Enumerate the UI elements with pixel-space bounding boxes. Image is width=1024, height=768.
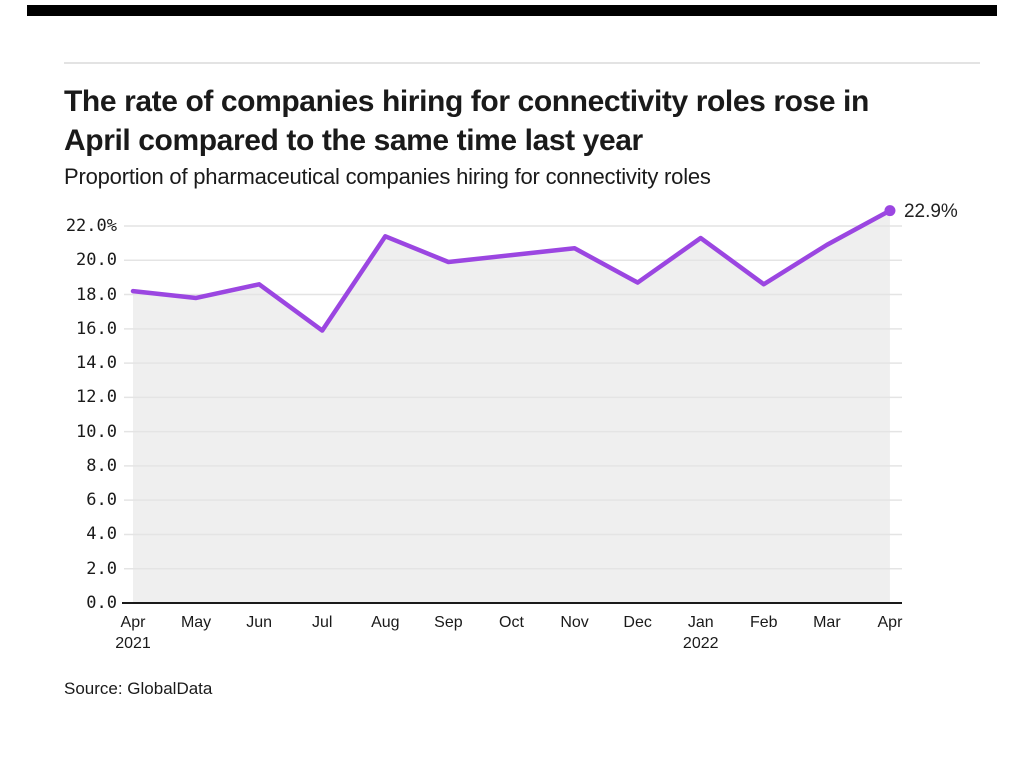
y-tick-label: 14.0 [76, 353, 117, 374]
x-tick-month: Nov [560, 614, 589, 631]
x-tick-label: Jul [287, 612, 357, 633]
x-tick-label: Mar [792, 612, 862, 633]
x-tick-label: Apr 2021 [98, 612, 168, 654]
x-tick-month: Apr [877, 614, 903, 631]
chart-subtitle: Proportion of pharmaceutical companies h… [64, 164, 711, 189]
x-tick-label: Nov [540, 612, 610, 633]
x-tick-month: Feb [750, 614, 778, 631]
y-tick-label: 10.0 [76, 421, 117, 442]
x-tick-label: Sep [413, 612, 483, 633]
source-attribution: Source: GlobalData [64, 679, 213, 698]
trend-line [130, 208, 893, 333]
y-tick-label: 16.0 [76, 318, 117, 339]
x-tick-year: 2021 [115, 635, 151, 652]
last-point-value-label: 22.9% [903, 200, 958, 222]
x-tick-month: Jan [687, 614, 714, 631]
x-tick-month: May [180, 614, 212, 631]
chart-title-line-2: April compared to the same time last yea… [64, 124, 643, 157]
x-tick-month: Mar [813, 614, 841, 631]
y-tick-label: 12.0 [76, 387, 117, 408]
x-tick-month: Jul [312, 614, 333, 631]
chart-title-line-1: The rate of companies hiring for connect… [64, 85, 869, 118]
x-tick-month: Apr [120, 614, 146, 631]
y-tick-label: 8.0 [86, 455, 117, 476]
y-tick-label: 20.0 [76, 250, 117, 271]
y-tick-label: 2.0 [86, 558, 117, 579]
end-point-dot [884, 205, 896, 217]
x-tick-month: Aug [371, 614, 400, 631]
y-tick-label: 4.0 [86, 524, 117, 545]
x-tick-month: Sep [434, 614, 463, 631]
x-tick-label: Jun [224, 612, 294, 633]
y-tick-label: 0.0 [86, 593, 117, 613]
x-tick-label: Feb [729, 612, 799, 633]
x-tick-label: Apr [855, 612, 925, 633]
x-tick-month: Oct [499, 614, 524, 631]
x-tick-month: Jun [246, 614, 273, 631]
x-tick-label: Oct [476, 612, 546, 633]
x-tick-label: Aug [350, 612, 420, 633]
x-tick-label: Dec [603, 612, 673, 633]
x-tick-label: May [161, 612, 231, 633]
y-tick-label: 6.0 [86, 490, 117, 511]
x-tick-month: Dec [623, 614, 652, 631]
x-tick-label: Jan 2022 [666, 612, 736, 654]
top-accent-bar [27, 5, 997, 16]
header-divider-line [64, 62, 980, 64]
y-tick-label: 18.0 [76, 284, 117, 305]
y-tick-label: 22.0% [65, 216, 117, 236]
area-fill [133, 210, 890, 603]
x-tick-year: 2022 [682, 635, 719, 652]
